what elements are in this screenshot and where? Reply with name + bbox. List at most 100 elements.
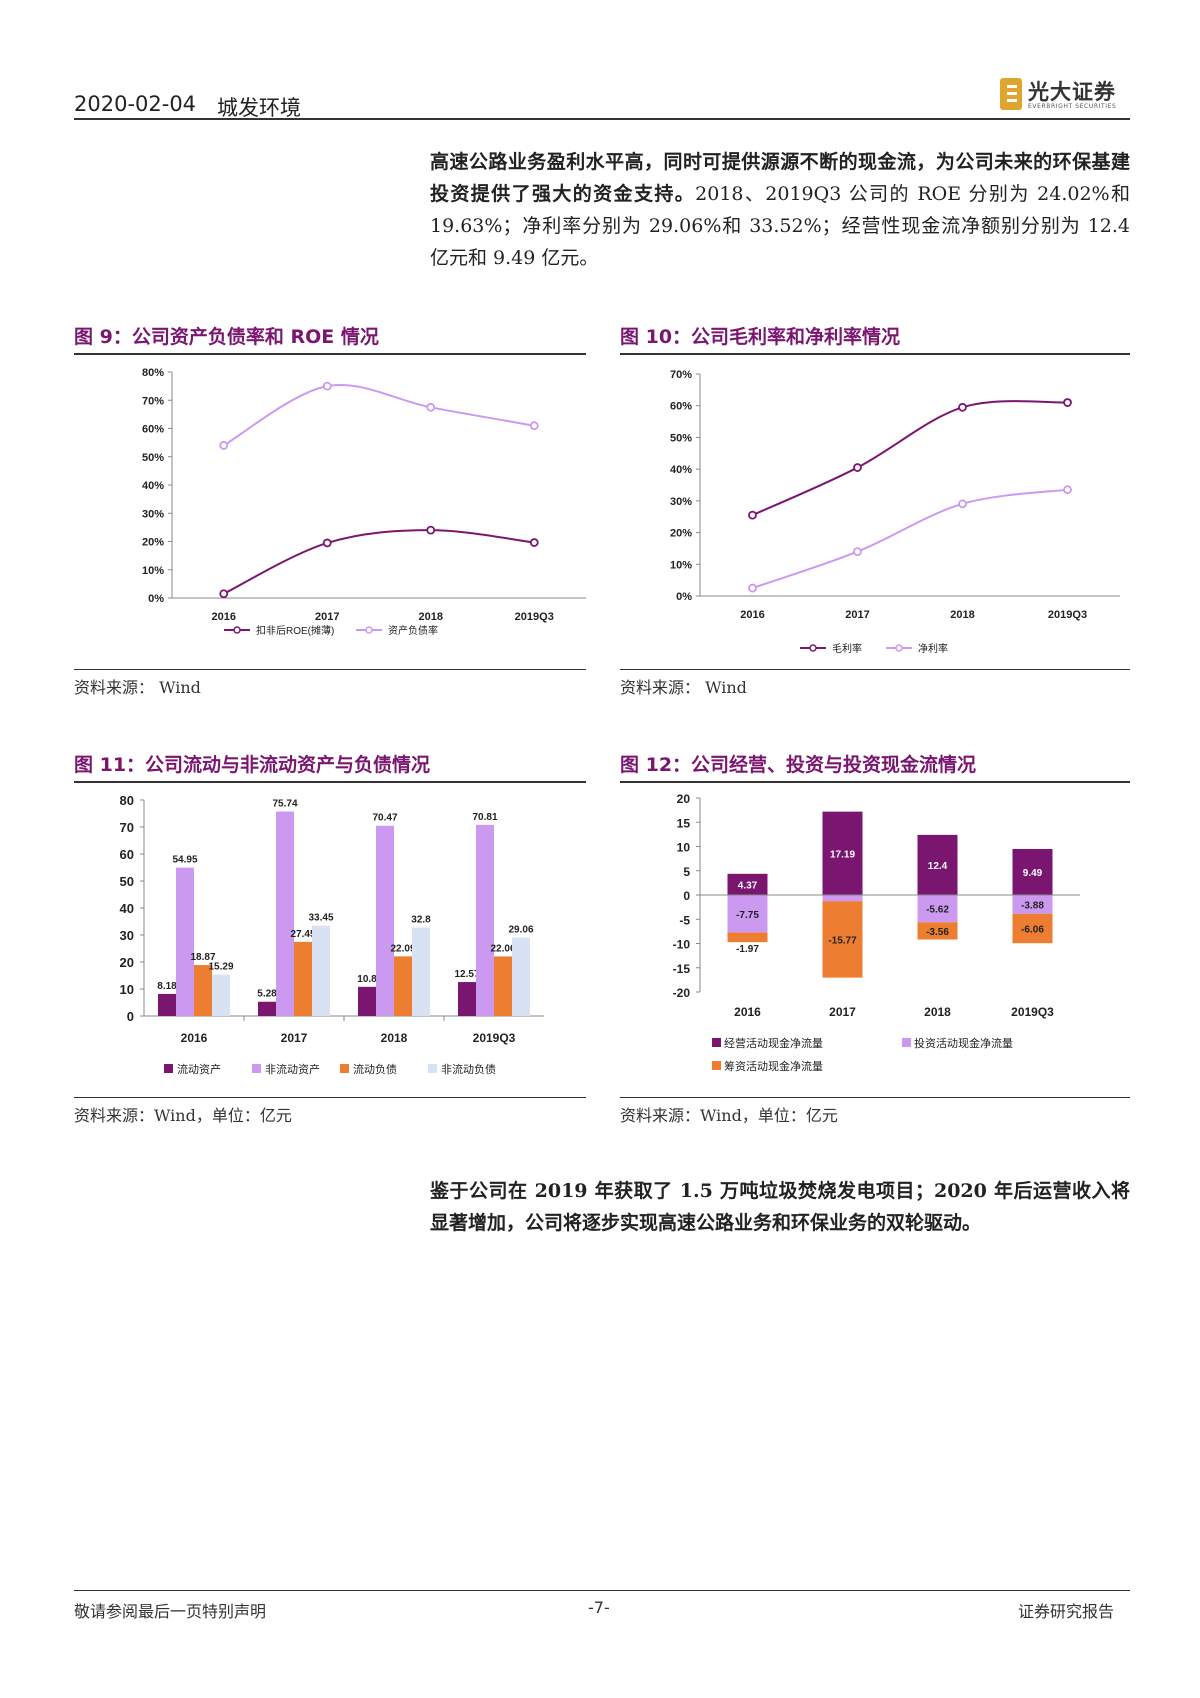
fig10-x-tick-label: 2019Q3 [1048, 609, 1087, 621]
fig12-data-label: -7.75 [736, 910, 759, 921]
fig12-bar-segment [1012, 848, 1053, 895]
fig11-legend-label: 非流动资产 [265, 1062, 320, 1076]
fig11-y-tick-label: 10 [120, 982, 134, 997]
fig10-y-tick-label: 50% [670, 432, 692, 444]
footer-disclaimer: 敬请参阅最后一页特别声明 [74, 1602, 267, 1621]
fig11-data-label: 22.09 [390, 943, 415, 954]
paragraph-intro-text: 2018、2019Q3 公司的 ROE 分别为 24.02%和 19.63%；净… [430, 183, 1130, 269]
fig10-y-tick-label: 10% [670, 559, 692, 571]
footer-page-number: -7- [588, 1598, 610, 1617]
fig11-data-label: 27.45 [290, 929, 315, 940]
fig11-x-tick-label: 2017 [281, 1031, 308, 1045]
fig9-legend-label: 资产负债率 [388, 624, 438, 637]
fig10-data-point [748, 510, 757, 520]
fig12-x-tick-label: 2017 [829, 1005, 856, 1019]
fig9-y-tick-label: 20% [142, 537, 164, 549]
fig11-y-tick-label: 50 [120, 874, 134, 889]
fig12-bar-segment [822, 811, 863, 895]
paragraph-intro: 高速公路业务盈利水平高，同时可提供源源不断的现金流，为公司未来的环保基建投资提供… [430, 146, 1130, 274]
fig11-y-tick-label: 60 [120, 847, 134, 862]
fig9-legend-label: 扣非后ROE(摊薄) [256, 624, 334, 637]
fig9-series-line [223, 384, 535, 447]
fig10-x-tick-label: 2017 [845, 609, 869, 621]
header-date: 2020-02-04 [74, 92, 197, 116]
fig11-bar [276, 811, 294, 1016]
fig11-bar [212, 974, 230, 1016]
fig10-data-point [1063, 485, 1072, 495]
fig11-bar [394, 956, 412, 1016]
fig12-data-label: -3.88 [1021, 900, 1044, 911]
fig12-bar-segment [917, 922, 958, 940]
fig11-title: 图 11：公司流动与非流动资产与负债情况 [74, 754, 431, 776]
fig11-source: 资料来源：Wind，单位：亿元 [74, 1106, 292, 1125]
fig12-x-tick-label: 2019Q3 [1011, 1005, 1054, 1019]
fig10-legend-marker [809, 644, 817, 652]
fig11-bar [312, 925, 330, 1016]
fig10-series-line [752, 488, 1068, 590]
fig11-data-label: 75.74 [272, 799, 297, 810]
fig12-y-tick-label: 5 [683, 865, 690, 879]
fig11-legend-label: 流动负债 [353, 1062, 397, 1076]
fig11-chart: 0 10 20 30 40 50 60 70 80 2016 8.18 54.95 18.8715.29… [120, 793, 544, 1076]
fig11-bar [258, 1001, 276, 1016]
fig11-data-label: 70.81 [472, 812, 497, 823]
fig9-top-rule [74, 353, 586, 355]
fig9-legend-marker [233, 626, 241, 634]
fig12-bottom-rule [620, 1097, 1130, 1098]
fig9-y-tick-label: 70% [142, 395, 164, 407]
fig10-data-point [958, 499, 967, 509]
fig12-legend-label: 经营活动现金净流量 [724, 1036, 823, 1050]
header-rule [74, 118, 1130, 120]
fig12-bar-segment [822, 901, 863, 978]
fig12-data-label: 12.4 [928, 861, 948, 872]
fig10-y-tick-label: 40% [670, 464, 692, 476]
fig11-data-label: 18.87 [190, 952, 215, 963]
fig12-bar-segment [917, 895, 958, 923]
fig10-legend-label: 净利率 [918, 642, 948, 655]
fig10-legend-label: 毛利率 [832, 642, 862, 655]
fig12-data-label: 9.49 [1023, 868, 1043, 879]
fig10-y-tick-label: 70% [670, 369, 692, 381]
fig9-y-tick-label: 30% [142, 508, 164, 520]
fig12-legend-swatch [712, 1061, 721, 1070]
fig9-x-tick-label: 2019Q3 [515, 611, 554, 623]
fig9-legend-marker [365, 626, 373, 634]
fig11-bar [512, 937, 530, 1016]
fig10-data-point [853, 547, 862, 557]
fig11-bottom-rule [74, 1097, 586, 1098]
fig10-y-tick-label: 0% [676, 591, 692, 603]
fig12-chart: -20 -15 -10 -5 0 5 10 15 20 2016 4.37 -7.75 -1.97 201… [673, 792, 1080, 1073]
fig10-top-rule [620, 353, 1130, 355]
fig9-y-tick-label: 40% [142, 480, 164, 492]
footer-report-type: 证券研究报告 [1018, 1602, 1115, 1621]
fig9-y-tick-label: 50% [142, 452, 164, 464]
fig10-x-tick-label: 2018 [950, 609, 974, 621]
fig9-data-point [219, 589, 229, 599]
fig10-legend-marker [895, 644, 903, 652]
fig12-legend-label: 投资活动现金净流量 [914, 1036, 1013, 1050]
fig11-bar [476, 824, 494, 1016]
fig12-bar-segment [727, 873, 768, 895]
fig9-x-tick-label: 2017 [315, 611, 339, 623]
fig10-y-tick-label: 60% [670, 401, 692, 413]
paragraph-conclusion: 鉴于公司在 2019 年获取了 1.5 万吨垃圾焚烧发电项目；2020 年后运营… [430, 1175, 1130, 1239]
fig9-chart: 0% 10% 20% 30% 40% 50% 60% 70% 80% 2016 2017 2018 20… [142, 367, 586, 637]
fig12-data-label: -6.06 [1021, 925, 1044, 936]
fig12-bar-segment [822, 895, 863, 902]
fig10-series-line [752, 400, 1068, 517]
fig11-legend-swatch [164, 1064, 173, 1073]
fig11-bar [294, 941, 312, 1016]
fig10-x-tick-label: 2016 [740, 609, 764, 621]
fig11-bar [376, 825, 394, 1016]
fig11-bar [412, 927, 430, 1016]
fig11-data-label: 12.57 [454, 969, 479, 980]
fig12-bar-segment [727, 932, 768, 943]
fig12-data-label: -3.56 [926, 927, 949, 938]
fig9-series-line [223, 529, 535, 595]
fig12-bar-segment [1012, 895, 1053, 914]
fig9-data-point [529, 421, 539, 431]
fig12-data-label: 17.19 [830, 849, 855, 860]
fig10-data-point [1063, 398, 1072, 407]
fig11-data-label: 54.95 [172, 855, 197, 866]
fig12-x-tick-label: 2018 [924, 1005, 951, 1019]
